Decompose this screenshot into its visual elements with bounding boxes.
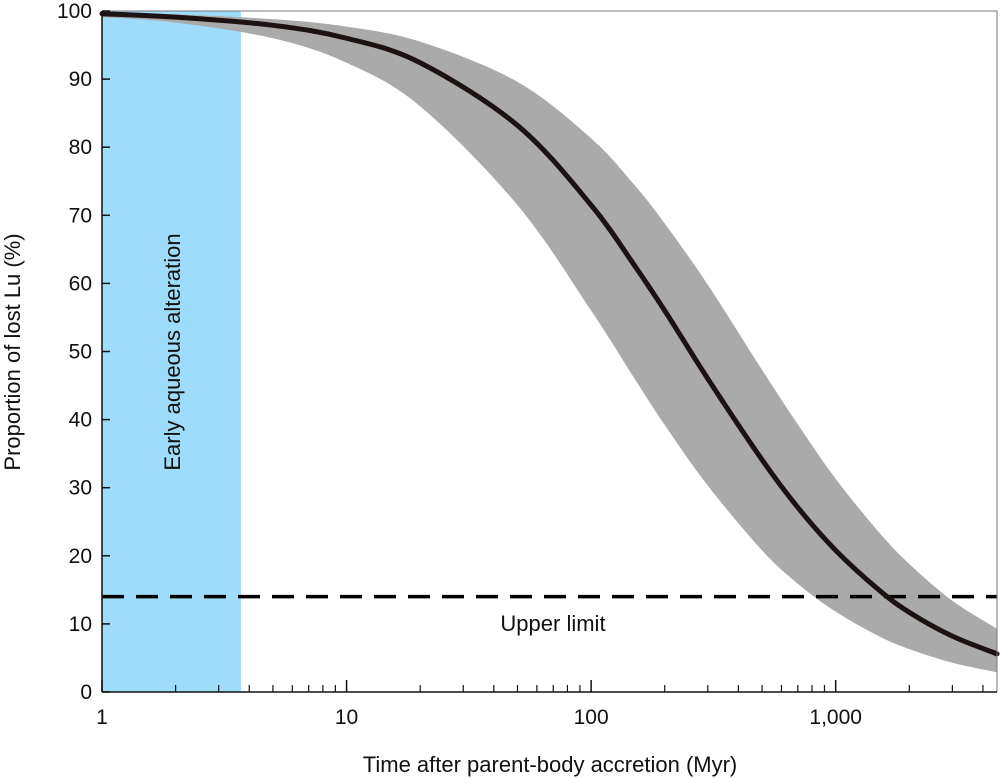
shaded-region <box>102 11 241 692</box>
x-tick-label: 1 <box>96 706 108 729</box>
shaded-region-label: Early aqueous alteration <box>160 233 185 470</box>
reference-line-label: Upper limit <box>500 611 605 636</box>
y-tick-label: 10 <box>69 613 92 636</box>
uncertainty-band <box>102 13 997 673</box>
x-tick-label: 1,000 <box>809 706 862 729</box>
y-tick-label: 80 <box>69 136 92 159</box>
y-tick-label: 100 <box>57 0 92 23</box>
y-tick-label: 0 <box>80 681 92 704</box>
y-tick-label: 60 <box>69 272 92 295</box>
x-tick-label: 100 <box>574 706 609 729</box>
y-tick-label: 30 <box>69 477 92 500</box>
y-tick-label: 50 <box>69 341 92 364</box>
y-tick-label: 40 <box>69 409 92 432</box>
y-tick-label: 90 <box>69 68 92 91</box>
y-axis-title: Proportion of lost Lu (%) <box>0 233 25 470</box>
x-axis-title: Time after parent-body accretion (Myr) <box>363 752 738 777</box>
x-tick-label: 10 <box>335 706 358 729</box>
median-line <box>99 11 1000 657</box>
y-tick-label: 20 <box>69 545 92 568</box>
y-tick-label: 70 <box>69 204 92 227</box>
